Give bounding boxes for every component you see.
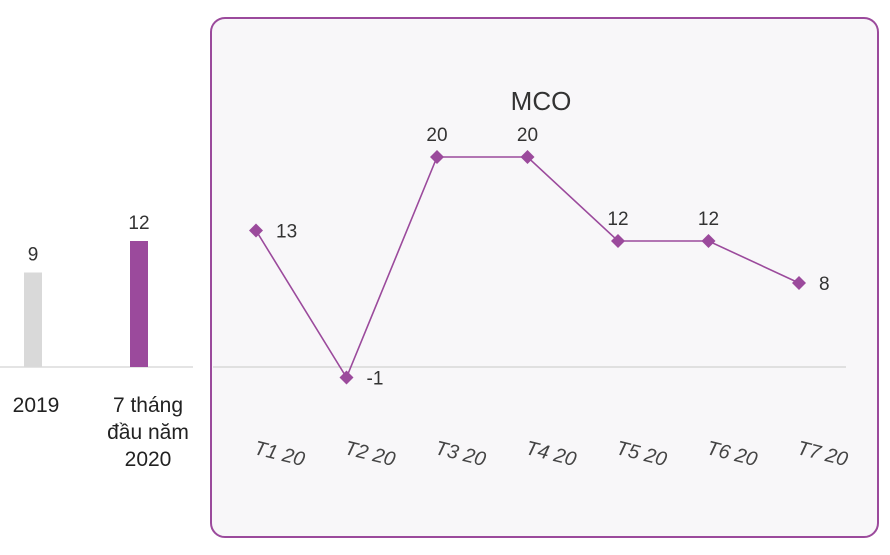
data-point-label: 20	[426, 125, 447, 146]
data-point-marker	[520, 150, 535, 164]
bar-category-label: đầu năm	[107, 421, 189, 444]
chart-panel-frame	[210, 17, 879, 538]
data-point-label: 12	[607, 209, 628, 230]
mco-annotation: MCO	[511, 86, 572, 116]
data-point-label: -1	[367, 369, 384, 390]
data-point-marker	[339, 370, 354, 385]
data-point-marker	[430, 150, 444, 164]
data-point-marker	[792, 276, 806, 290]
bar-category-label: 2020	[125, 448, 172, 471]
bar-category-label: 7 tháng	[113, 394, 183, 417]
data-point-label: 8	[819, 274, 830, 295]
data-point-marker	[611, 234, 625, 248]
data-point-marker	[701, 234, 716, 248]
data-point-label: 12	[698, 209, 719, 230]
bar-1	[130, 241, 148, 367]
data-point-marker	[249, 223, 263, 238]
bar-value-label: 9	[28, 245, 39, 266]
bar-value-label: 12	[128, 213, 149, 234]
bar-0	[24, 272, 42, 367]
data-point-label: 13	[276, 222, 297, 243]
bar-category-label: 2019	[13, 394, 60, 417]
data-point-label: 20	[517, 125, 538, 146]
bar-chart: 9 2019 12 7 tháng đầu năm 2020	[0, 213, 193, 471]
